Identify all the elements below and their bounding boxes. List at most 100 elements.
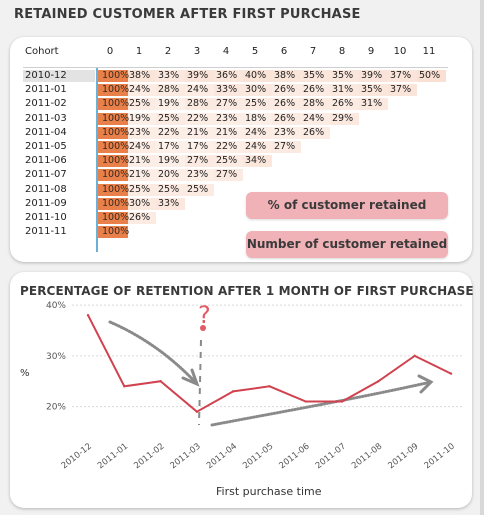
retention-cell[interactable]: 27% (214, 98, 243, 111)
cohort-label[interactable]: 2011-07 (25, 169, 67, 181)
retention-cell[interactable]: 50% (417, 70, 446, 82)
retention-cell[interactable]: 35% (359, 84, 388, 97)
cohort-label[interactable]: 2011-10 (25, 212, 67, 223)
retention-cell[interactable]: 100% (98, 169, 129, 182)
retention-cell[interactable]: 36% (214, 70, 243, 82)
cohort-label[interactable]: 2011-01 (25, 84, 67, 96)
retention-cell[interactable]: 22% (156, 126, 185, 139)
retention-cell[interactable]: 39% (359, 70, 388, 82)
retention-cell[interactable]: 23% (127, 126, 156, 139)
retention-cell[interactable]: 28% (185, 98, 214, 111)
period-header-0[interactable]: 0 (106, 46, 114, 57)
retention-cell[interactable]: 24% (243, 141, 272, 153)
retention-cell[interactable]: 35% (301, 70, 330, 82)
retention-cell[interactable]: 22% (214, 141, 243, 153)
retention-cell[interactable]: 28% (156, 84, 185, 97)
retention-cell[interactable]: 100% (98, 112, 129, 125)
retention-cell[interactable]: 26% (301, 84, 330, 97)
period-header-5[interactable]: 5 (251, 46, 259, 57)
retention-cell[interactable]: 21% (127, 169, 156, 182)
period-header-1[interactable]: 1 (135, 46, 143, 57)
retention-cell[interactable]: 17% (156, 141, 185, 153)
retention-cell[interactable]: 31% (330, 84, 359, 97)
retention-cell[interactable]: 24% (127, 141, 156, 153)
cohort-label[interactable]: 2011-04 (25, 126, 67, 138)
retention-cell[interactable]: 23% (272, 126, 301, 139)
retention-cell[interactable]: 27% (214, 169, 243, 182)
retention-cell[interactable]: 39% (185, 70, 214, 82)
retention-cell[interactable]: 20% (156, 169, 185, 182)
retention-cell[interactable]: 29% (330, 112, 359, 125)
period-header-8[interactable]: 8 (338, 46, 346, 57)
retention-cell[interactable]: 100% (98, 126, 129, 139)
percent-retained-button[interactable]: % of customer retained (246, 192, 448, 219)
retention-cell[interactable]: 19% (156, 155, 185, 168)
retention-cell[interactable]: 19% (127, 112, 156, 125)
retention-cell[interactable]: 28% (301, 98, 330, 111)
retention-cell[interactable]: 35% (330, 70, 359, 82)
retention-cell[interactable]: 100% (98, 226, 129, 239)
retention-cell[interactable]: 27% (185, 155, 214, 168)
cohort-label[interactable]: 2011-06 (25, 155, 67, 167)
cohort-label[interactable]: 2011-11 (25, 226, 67, 238)
retention-cell[interactable]: 37% (388, 70, 417, 82)
retention-cell[interactable]: 21% (214, 126, 243, 139)
retention-cell[interactable]: 30% (127, 197, 156, 210)
period-header-11[interactable]: 11 (422, 46, 436, 57)
retention-cell[interactable]: 100% (98, 155, 129, 168)
retention-cell[interactable]: 26% (272, 84, 301, 97)
period-header-6[interactable]: 6 (280, 46, 288, 57)
cohort-label[interactable]: 2011-02 (25, 98, 67, 110)
period-header-4[interactable]: 4 (222, 46, 230, 57)
retention-cell[interactable]: 26% (272, 112, 301, 125)
retention-cell[interactable]: 40% (243, 70, 272, 82)
retention-cell[interactable]: 37% (388, 84, 417, 97)
period-header-7[interactable]: 7 (309, 46, 317, 57)
retention-cell[interactable]: 27% (272, 141, 301, 153)
retention-cell[interactable]: 24% (301, 112, 330, 125)
retention-cell[interactable]: 18% (243, 112, 272, 125)
retention-cell[interactable]: 25% (127, 98, 156, 111)
retention-cell[interactable]: 33% (156, 197, 185, 210)
retention-cell[interactable]: 17% (185, 141, 214, 153)
retention-cell[interactable]: 22% (185, 112, 214, 125)
cohort-label[interactable]: 2011-05 (25, 141, 67, 152)
cohort-label[interactable]: 2011-09 (25, 197, 67, 209)
period-header-9[interactable]: 9 (367, 46, 375, 57)
retention-cell[interactable]: 100% (98, 70, 129, 82)
period-header-10[interactable]: 10 (393, 46, 407, 57)
retention-cell[interactable]: 100% (98, 141, 129, 153)
number-retained-button[interactable]: Number of customer retained (246, 231, 448, 258)
cohort-label[interactable]: 2011-03 (25, 112, 67, 124)
retention-cell[interactable]: 100% (98, 212, 129, 224)
retention-cell[interactable]: 26% (330, 98, 359, 111)
retention-cell[interactable]: 24% (243, 126, 272, 139)
retention-cell[interactable]: 24% (127, 84, 156, 97)
retention-cell[interactable]: 100% (98, 183, 129, 196)
retention-cell[interactable]: 21% (127, 155, 156, 168)
cohort-label[interactable]: 2011-08 (25, 183, 67, 195)
retention-cell[interactable]: 38% (272, 70, 301, 82)
retention-cell[interactable]: 33% (156, 70, 185, 82)
retention-cell[interactable]: 25% (156, 112, 185, 125)
retention-cell[interactable]: 31% (359, 98, 388, 111)
retention-cell[interactable]: 100% (98, 98, 129, 111)
retention-cell[interactable]: 38% (127, 70, 156, 82)
period-header-3[interactable]: 3 (193, 46, 201, 57)
retention-cell[interactable]: 26% (127, 212, 156, 224)
retention-cell[interactable]: 100% (98, 84, 129, 97)
cohort-label[interactable]: 2010-12 (23, 70, 95, 82)
cohort-header[interactable]: Cohort (25, 46, 59, 57)
right-scroll-edge[interactable] (480, 0, 484, 515)
retention-cell[interactable]: 21% (185, 126, 214, 139)
retention-cell[interactable]: 19% (156, 98, 185, 111)
retention-cell[interactable]: 24% (185, 84, 214, 97)
retention-cell[interactable]: 100% (98, 197, 129, 210)
retention-cell[interactable]: 25% (214, 155, 243, 168)
retention-cell[interactable]: 25% (127, 183, 156, 196)
retention-cell[interactable]: 25% (185, 183, 214, 196)
retention-cell[interactable]: 25% (243, 98, 272, 111)
retention-cell[interactable]: 30% (243, 84, 272, 97)
retention-cell[interactable]: 33% (214, 84, 243, 97)
retention-cell[interactable]: 26% (301, 126, 330, 139)
